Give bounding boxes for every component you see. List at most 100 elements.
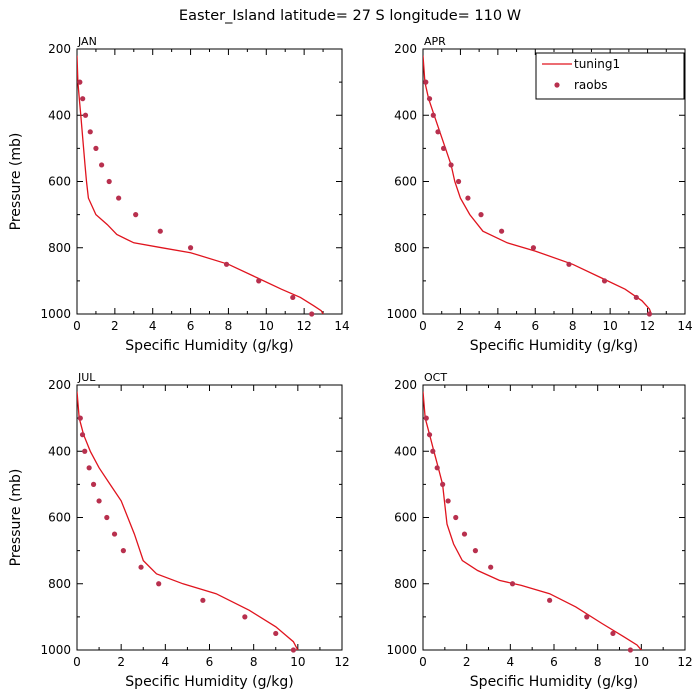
x-tick-label: 4 <box>162 655 170 669</box>
data-point-raobs <box>106 178 112 185</box>
data-point-raobs <box>80 96 86 102</box>
plot-frame <box>76 384 343 651</box>
x-tick-label: 0 <box>419 319 427 333</box>
y-tick-label: 200 <box>48 42 71 56</box>
series-line-tuning1 <box>423 55 652 314</box>
data-point-raobs <box>646 311 653 317</box>
data-point-raobs <box>499 228 505 234</box>
legend-label-model: tuning1 <box>574 57 620 71</box>
x-tick-label: 8 <box>594 655 602 669</box>
data-point-raobs <box>601 278 608 284</box>
data-point-raobs <box>426 96 433 102</box>
data-point-raobs <box>445 498 451 504</box>
y-tick-label: 1000 <box>40 643 71 657</box>
data-point-raobs <box>566 261 572 267</box>
data-point-raobs <box>87 129 93 135</box>
panel-label: OCT <box>424 371 447 384</box>
data-point-raobs <box>99 162 105 168</box>
data-point-raobs <box>584 614 590 620</box>
data-point-raobs <box>93 145 99 151</box>
x-tick-label: 12 <box>297 319 312 333</box>
y-tick-label: 200 <box>394 378 417 392</box>
x-tick-label: 10 <box>290 655 305 669</box>
data-point-raobs <box>488 564 494 570</box>
legend-box <box>535 52 685 100</box>
data-point-raobs <box>187 245 194 251</box>
x-tick-label: 8 <box>250 655 258 669</box>
panel-apr: APR 0 2 4 6 8 10 12 14 200 400 600 800 1000 Specific H… <box>386 35 692 354</box>
x-tick-label: 10 <box>634 655 649 669</box>
data-point-raobs <box>82 448 88 454</box>
data-point-raobs <box>633 294 639 301</box>
x-tick-label: 12 <box>640 319 655 333</box>
y-tick-label: 400 <box>394 108 417 122</box>
data-point-raobs <box>530 245 537 251</box>
data-point-raobs <box>610 630 616 637</box>
x-tick-label: 6 <box>550 655 558 669</box>
data-point-raobs <box>430 112 436 118</box>
x-tick-label: 0 <box>419 655 427 669</box>
legend: tuning1 raobs <box>535 52 685 100</box>
y-axis-label: Pressure (mb) <box>8 133 24 231</box>
y-tick-label: 600 <box>48 511 71 525</box>
data-point-raobs <box>133 212 139 218</box>
data-point-raobs <box>423 79 429 85</box>
x-tick-label: 14 <box>334 319 349 333</box>
series-line-tuning1 <box>77 55 324 314</box>
y-tick-label: 400 <box>48 444 71 458</box>
data-point-raobs <box>547 597 553 603</box>
data-point-raobs <box>461 531 468 537</box>
y-tick-label: 800 <box>394 577 417 591</box>
x-axis-label: Specific Humidity (g/kg) <box>125 674 293 690</box>
panel-oct: OCT 0 2 4 6 8 10 12 200 400 600 800 1000 Specific Hum… <box>386 371 692 690</box>
data-point-raobs <box>455 178 462 185</box>
y-tick-label: 400 <box>48 108 71 122</box>
data-point-raobs <box>96 498 102 504</box>
data-point-raobs <box>472 548 478 554</box>
x-axis-label: Specific Humidity (g/kg) <box>470 338 638 354</box>
plot-frame <box>422 384 686 651</box>
panel-label: JAN <box>77 35 97 48</box>
x-tick-label: 4 <box>494 319 502 333</box>
panel-label: JUL <box>77 371 96 384</box>
x-tick-label: 6 <box>206 655 214 669</box>
x-tick-label: 2 <box>463 655 471 669</box>
x-tick-label: 0 <box>73 655 81 669</box>
data-point-raobs <box>290 647 297 653</box>
y-tick-label: 1000 <box>386 307 417 321</box>
data-point-raobs <box>273 630 279 637</box>
series-line-tuning1 <box>423 391 642 650</box>
x-tick-label: 6 <box>187 319 195 333</box>
data-point-raobs <box>448 162 454 168</box>
y-axis-label: Pressure (mb) <box>8 469 24 567</box>
legend-label-obs: raobs <box>574 78 608 92</box>
y-tick-label: 600 <box>48 175 71 189</box>
y-tick-label: 1000 <box>40 307 71 321</box>
data-point-raobs <box>440 481 446 487</box>
x-tick-label: 6 <box>531 319 539 333</box>
figure-title: Easter_Island latitude= 27 S longitude= … <box>179 8 521 24</box>
x-tick-label: 2 <box>111 319 119 333</box>
data-point-raobs <box>478 212 484 218</box>
y-tick-label: 400 <box>394 444 417 458</box>
x-axis-label: Specific Humidity (g/kg) <box>470 674 638 690</box>
data-point-raobs <box>453 514 459 521</box>
data-point-raobs <box>77 79 83 85</box>
data-point-raobs <box>90 481 97 487</box>
y-tick-label: 600 <box>394 175 417 189</box>
x-tick-label: 14 <box>677 319 692 333</box>
panel-jan: JAN 0 2 4 6 8 10 12 14 200 400 600 800 1000 Specific H… <box>8 35 350 354</box>
data-point-raobs <box>116 195 122 201</box>
panel-label: APR <box>424 35 446 48</box>
y-tick-label: 800 <box>48 241 71 255</box>
data-point-raobs <box>290 294 296 301</box>
x-tick-label: 12 <box>334 655 349 669</box>
data-point-raobs <box>465 195 471 201</box>
x-tick-label: 4 <box>507 655 515 669</box>
data-point-raobs <box>79 432 86 438</box>
y-tick-label: 1000 <box>386 643 417 657</box>
x-tick-label: 8 <box>225 319 233 333</box>
data-point-raobs <box>200 597 206 603</box>
